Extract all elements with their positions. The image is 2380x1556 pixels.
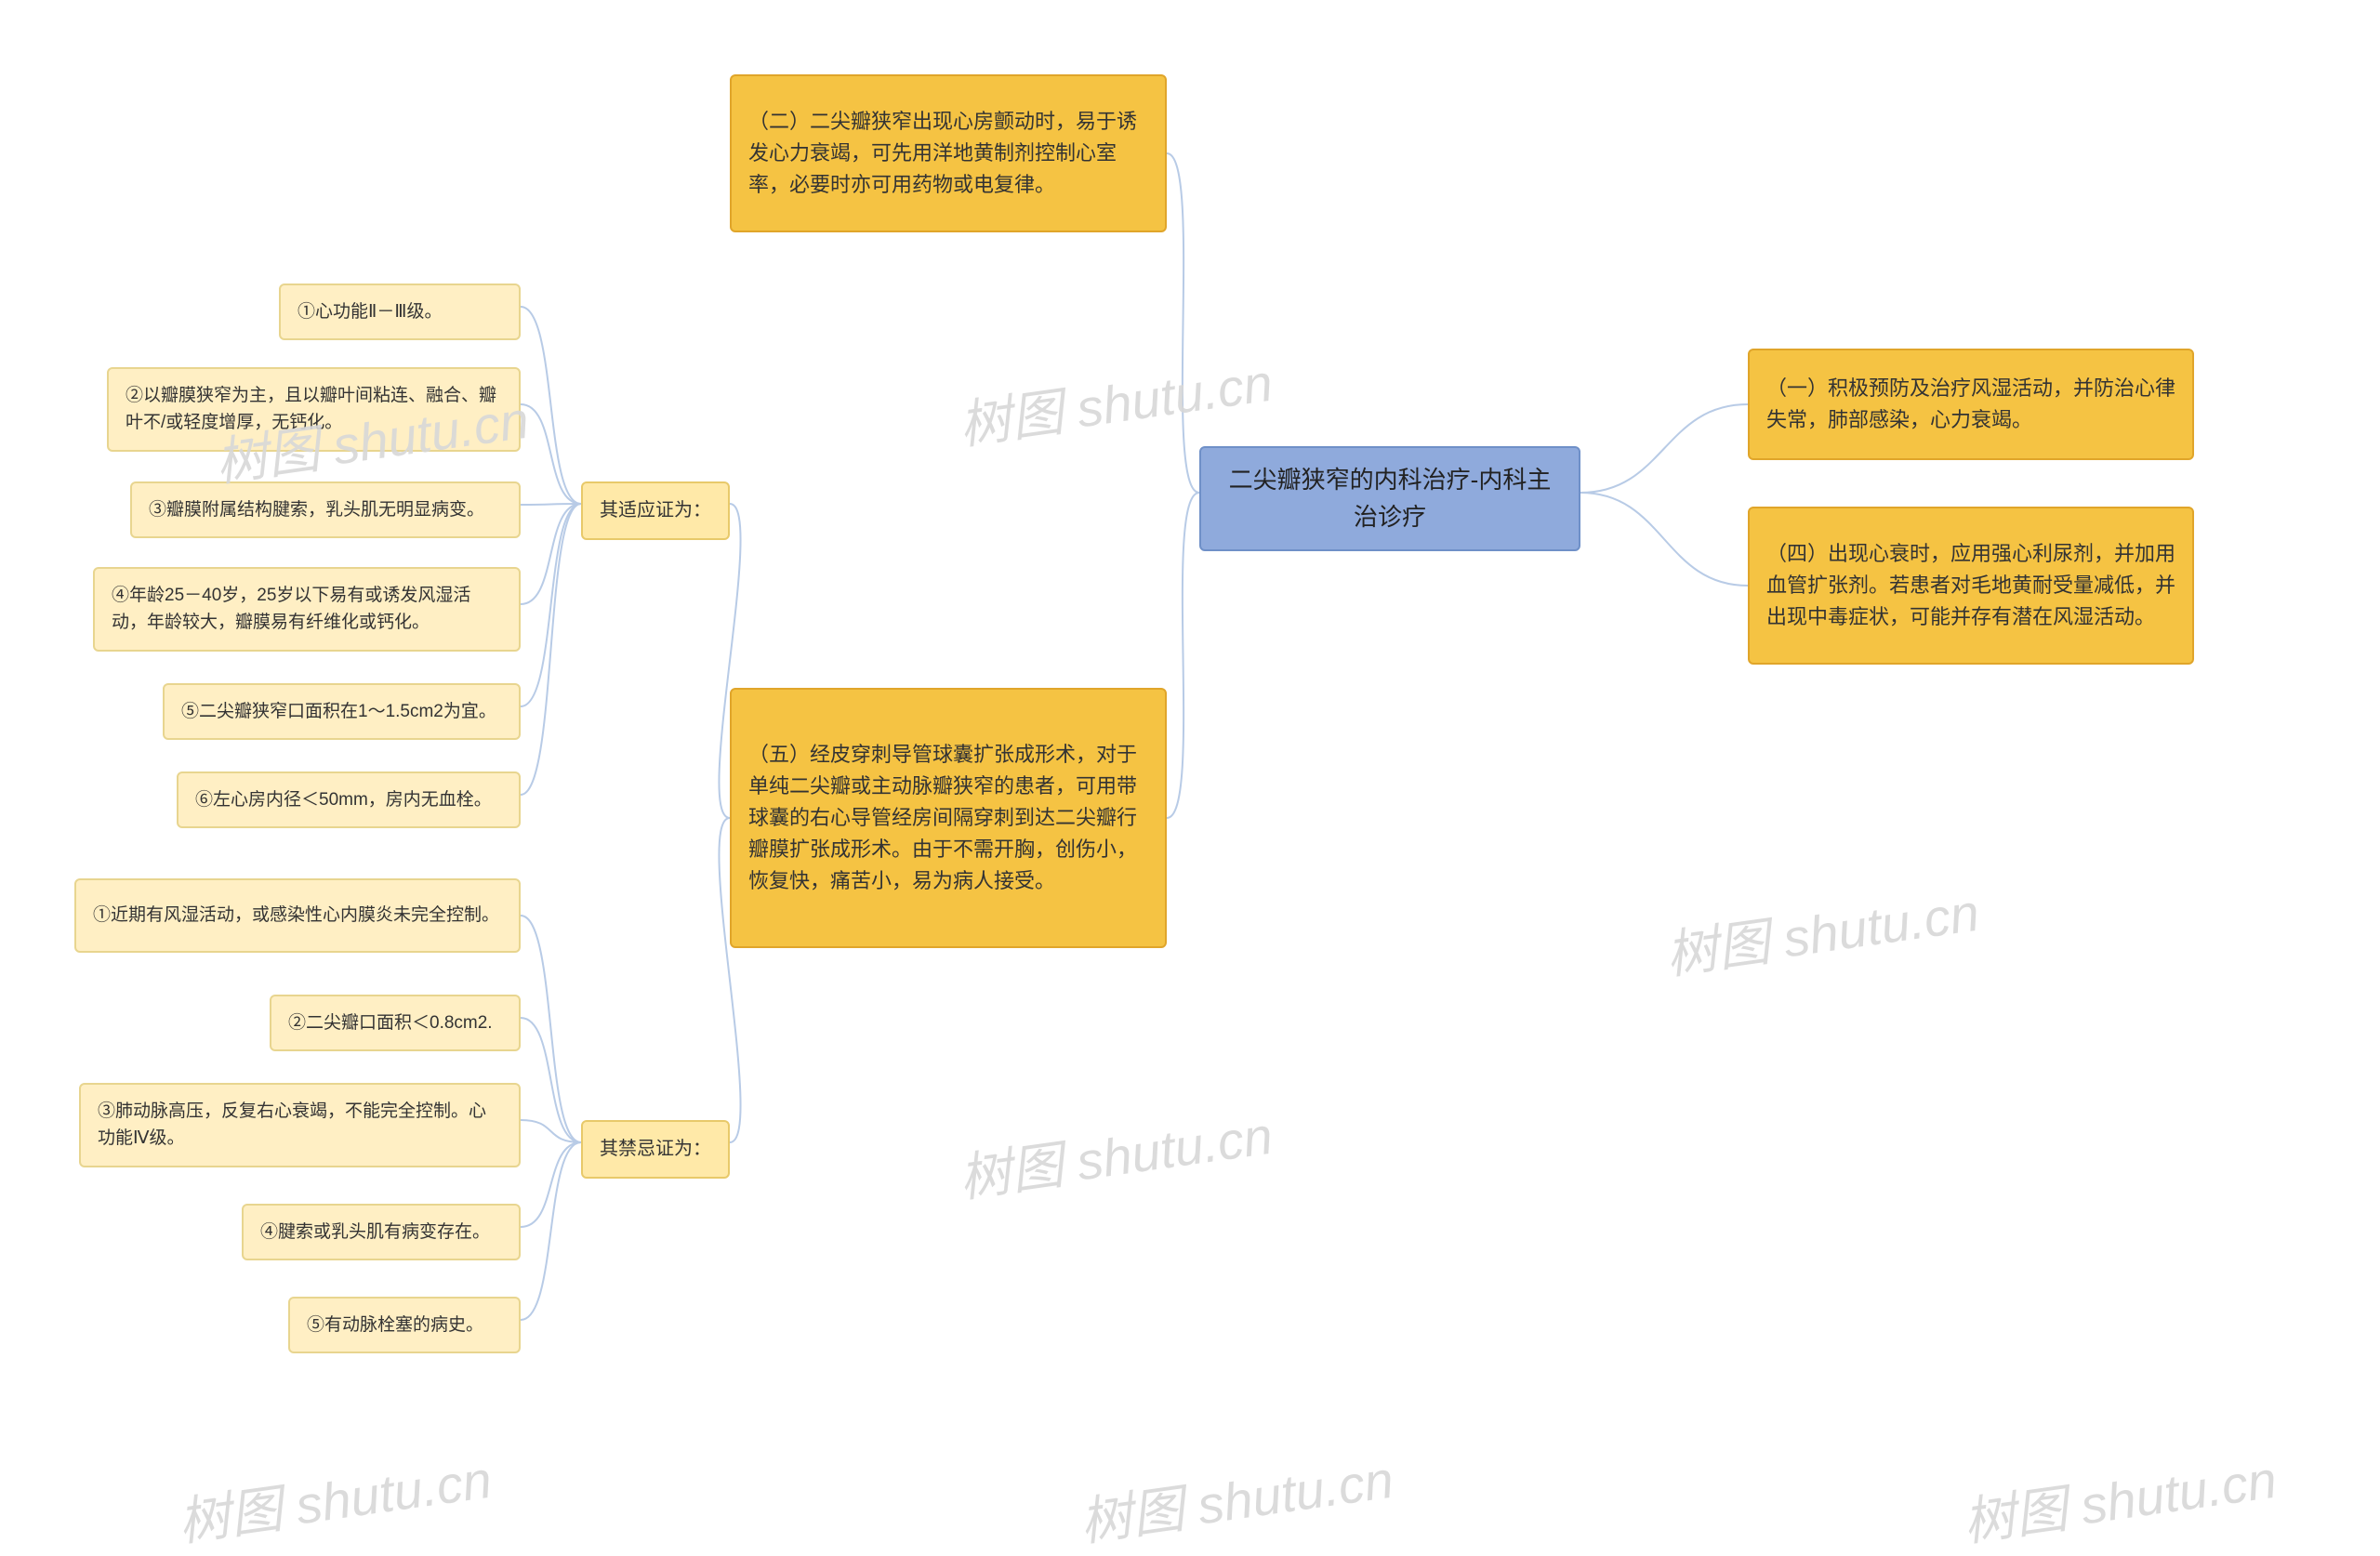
mindmap-node-ind: 其适应证为： xyxy=(581,481,730,540)
watermark-text: 树图 shutu.cn xyxy=(954,341,1276,459)
watermark-text: 树图 shutu.cn xyxy=(1958,1438,2281,1556)
mindmap-node-contra: 其禁忌证为： xyxy=(581,1120,730,1179)
link-path xyxy=(1580,404,1748,493)
mindmap-node-b1: （一）积极预防及治疗风湿活动，并防治心律失常，肺部感染，心力衰竭。 xyxy=(1748,349,2194,460)
mindmap-node-c4: ④腱索或乳头肌有病变存在。 xyxy=(242,1204,521,1260)
link-path xyxy=(1167,493,1199,818)
link-path xyxy=(521,1142,581,1227)
link-path xyxy=(521,1142,581,1320)
link-path xyxy=(1580,493,1748,586)
mindmap-node-i2: ②以瓣膜狭窄为主，且以瓣叶间粘连、融合、瓣叶不/或轻度增厚，无钙化。 xyxy=(107,367,521,452)
link-path xyxy=(521,1018,581,1142)
link-path xyxy=(521,916,581,1142)
link-path xyxy=(521,504,581,505)
link-path xyxy=(521,404,581,504)
mindmap-node-c5: ⑤有动脉栓塞的病史。 xyxy=(288,1297,521,1353)
mindmap-node-c1: ①近期有风湿活动，或感染性心内膜炎未完全控制。 xyxy=(74,878,521,953)
mindmap-node-b5: （五）经皮穿刺导管球囊扩张成形术，对于单纯二尖瓣或主动脉瓣狭窄的患者，可用带球囊… xyxy=(730,688,1167,948)
link-path xyxy=(521,504,581,795)
mindmap-node-b2: （二）二尖瓣狭窄出现心房颤动时，易于诱发心力衰竭，可先用洋地黄制剂控制心室率，必… xyxy=(730,74,1167,232)
watermark-text: 树图 shutu.cn xyxy=(954,1094,1276,1212)
watermark-text: 树图 shutu.cn xyxy=(1660,871,1983,989)
mindmap-node-c2: ②二尖瓣口面积＜0.8cm2. xyxy=(270,995,521,1051)
mindmap-node-i1: ①心功能Ⅱ－Ⅲ级。 xyxy=(279,284,521,340)
mindmap-node-i6: ⑥左心房内径＜50mm，房内无血栓。 xyxy=(177,771,521,828)
link-path xyxy=(521,307,581,504)
link-path xyxy=(521,1120,581,1142)
link-path xyxy=(1167,153,1199,493)
watermark-text: 树图 shutu.cn xyxy=(1075,1438,1397,1556)
mindmap-node-i5: ⑤二尖瓣狭窄口面积在1～1.5cm2为宜。 xyxy=(163,683,521,740)
watermark-text: 树图 shutu.cn xyxy=(173,1438,496,1556)
mindmap-node-b4: （四）出现心衰时，应用强心利尿剂，并加用血管扩张剂。若患者对毛地黄耐受量减低，并… xyxy=(1748,507,2194,665)
mindmap-node-c3: ③肺动脉高压，反复右心衰竭，不能完全控制。心功能Ⅳ级。 xyxy=(79,1083,521,1167)
link-path xyxy=(521,504,581,706)
mindmap-node-root: 二尖瓣狭窄的内科治疗-内科主治诊疗 xyxy=(1199,446,1580,551)
mindmap-node-i4: ④年龄25－40岁，25岁以下易有或诱发风湿活动，年龄较大，瓣膜易有纤维化或钙化… xyxy=(93,567,521,652)
link-path xyxy=(521,504,581,604)
mindmap-node-i3: ③瓣膜附属结构腱索，乳头肌无明显病变。 xyxy=(130,481,521,538)
